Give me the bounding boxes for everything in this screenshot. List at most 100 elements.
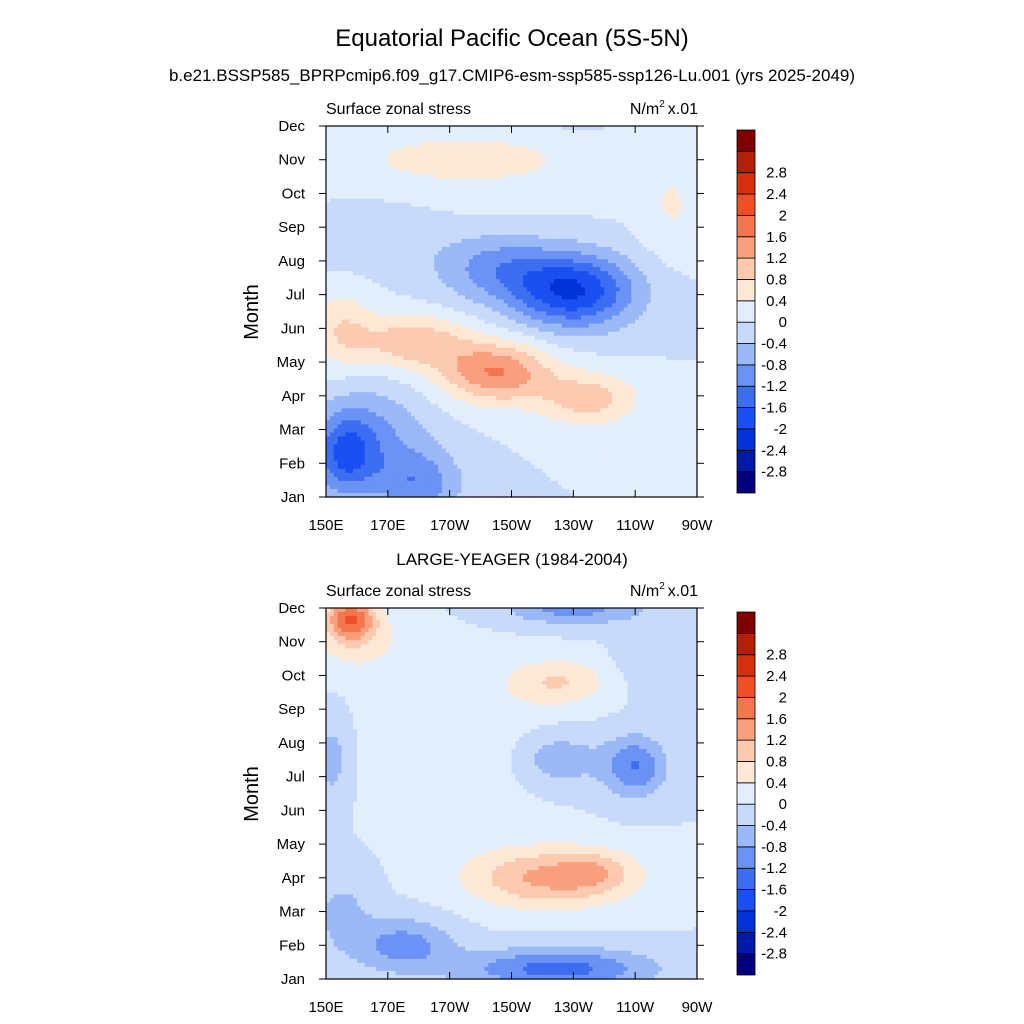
heatmap-cell [500,312,504,317]
heatmap-cell [326,324,330,329]
heatmap-cell [678,178,682,183]
heatmap-cell [411,146,415,151]
heatmap-cell [353,287,357,292]
heatmap-cell [481,150,485,155]
heatmap-cell [573,130,577,135]
heatmap-cell [457,142,461,147]
heatmap-cell [357,231,361,236]
heatmap-cell [419,299,423,304]
heatmap-cell [612,251,616,256]
heatmap-cell [438,316,442,321]
heatmap-cell [612,279,616,284]
heatmap-cell [369,247,373,252]
heatmap-cell [481,134,485,139]
heatmap-cell [685,267,689,272]
heatmap-cell [419,130,423,135]
heatmap-cell [488,307,492,312]
heatmap-cell [593,251,597,256]
heatmap-cell [353,291,357,296]
heatmap-cell [376,170,380,175]
heatmap-cell [407,142,411,147]
heatmap-cell [442,243,446,248]
heatmap-cell [527,231,531,236]
heatmap-cell [484,186,488,191]
heatmap-cell [407,146,411,151]
heatmap-cell [593,275,597,280]
heatmap-cell [372,158,376,163]
heatmap-cell [392,243,396,248]
heatmap-cell [689,166,693,171]
heatmap-cell [411,195,415,200]
heatmap-cell [662,235,666,240]
heatmap-cell [345,324,349,329]
heatmap-cell [519,154,523,159]
heatmap-cell [685,195,689,200]
heatmap-cell [442,275,446,280]
heatmap-cell [446,203,450,208]
heatmap-cell [330,243,334,248]
heatmap-cell [438,207,442,212]
heatmap-cell [542,312,546,317]
heatmap-cell [338,328,342,333]
heatmap-cell [496,186,500,191]
heatmap-cell [430,142,434,147]
heatmap-cell [581,303,585,308]
heatmap-cell [612,239,616,244]
heatmap-cell [631,247,635,252]
heatmap-cell [396,203,400,208]
heatmap-cell [662,320,666,325]
heatmap-cell [585,332,589,337]
heatmap-cell [600,247,604,252]
heatmap-cell [442,263,446,268]
heatmap-cell [585,134,589,139]
heatmap-cell [446,255,450,260]
heatmap-cell [519,219,523,224]
heatmap-cell [647,158,651,163]
heatmap-cell [689,219,693,224]
heatmap-cell [492,130,496,135]
heatmap-cell [376,251,380,256]
heatmap-cell [500,227,504,232]
heatmap-cell [527,332,531,337]
heatmap-cell [550,328,554,333]
heatmap-cell [682,207,686,212]
heatmap-cell [415,199,419,204]
heatmap-cell [678,227,682,232]
heatmap-cell [512,219,516,224]
heatmap-cell [361,203,365,208]
heatmap-cell [430,130,434,135]
heatmap-cell [376,243,380,248]
heatmap-cell [558,146,562,151]
heatmap-cell [376,191,380,196]
heatmap-cell [597,295,601,300]
heatmap-cell [338,195,342,200]
heatmap-cell [419,251,423,256]
heatmap-cell [430,211,434,216]
heatmap-cell [654,307,658,312]
heatmap-cell [682,239,686,244]
heatmap-cell [361,174,365,179]
heatmap-cell [376,255,380,260]
heatmap-cell [569,275,573,280]
heatmap-cell [535,295,539,300]
heatmap-cell [399,154,403,159]
heatmap-cell [376,162,380,167]
heatmap-cell [326,312,330,317]
heatmap-cell [465,223,469,228]
heatmap-cell [365,178,369,183]
heatmap-cell [616,130,620,135]
heatmap-cell [643,219,647,224]
heatmap-cell [685,295,689,300]
heatmap-cell [527,223,531,228]
heatmap-cell [376,295,380,300]
heatmap-cell [608,303,612,308]
heatmap-cell [426,211,430,216]
heatmap-cell [620,174,624,179]
heatmap-cell [577,158,581,163]
heatmap-cell [512,162,516,167]
heatmap-cell [519,283,523,288]
heatmap-cell [457,299,461,304]
heatmap-cell [604,191,608,196]
heatmap-cell [654,223,658,228]
heatmap-cell [651,126,655,131]
